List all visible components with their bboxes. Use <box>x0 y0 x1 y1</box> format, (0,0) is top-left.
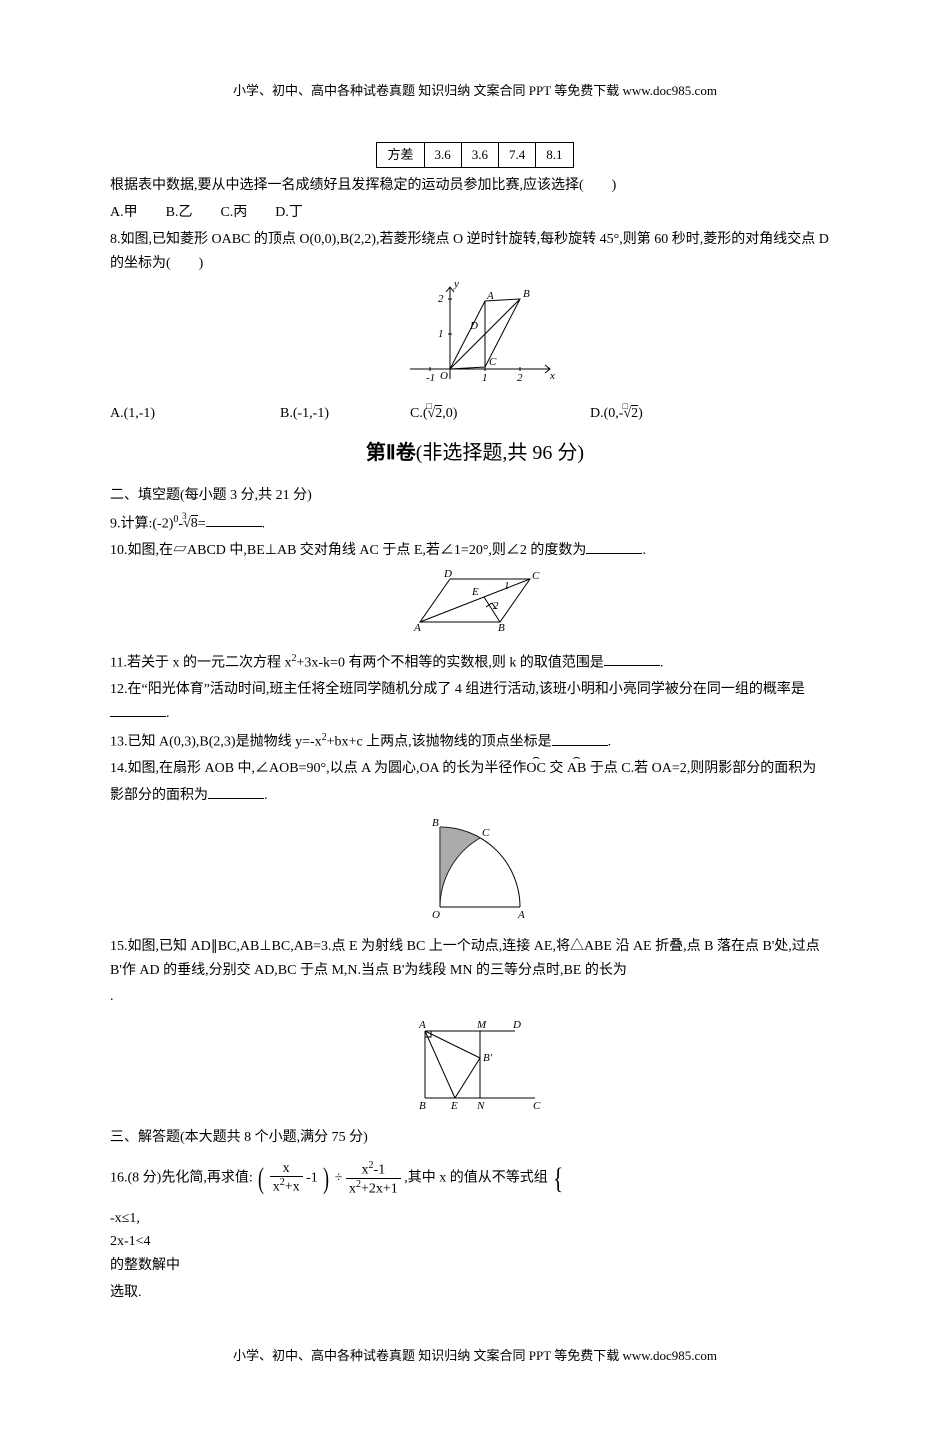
q10-figure: A B C D E 1 2 <box>110 567 840 646</box>
svg-text:2: 2 <box>493 600 499 612</box>
blank <box>208 784 264 799</box>
svg-text:B: B <box>498 622 505 634</box>
svg-text:D: D <box>512 1019 521 1031</box>
svg-text:2: 2 <box>438 293 444 305</box>
q11: 11.若关于 x 的一元二次方程 x2+3x-k=0 有两个不相等的实数根,则 … <box>110 650 840 675</box>
svg-text:2: 2 <box>517 372 523 384</box>
blank <box>110 702 166 717</box>
q14-cont: 影部分的面积为. <box>110 784 840 808</box>
svg-text:B': B' <box>483 1052 493 1064</box>
svg-text:B: B <box>432 817 439 829</box>
blank <box>552 731 608 746</box>
q8-opt-d: D.(0,-□√2) <box>590 402 643 426</box>
svg-text:A: A <box>418 1019 426 1031</box>
q15: 15.如图,已知 AD∥BC,AB⊥BC,AB=3.点 E 为射线 BC 上一个… <box>110 935 840 983</box>
svg-text:C: C <box>533 1100 541 1112</box>
svg-text:D: D <box>443 568 452 580</box>
q15-period: . <box>110 985 840 1009</box>
q13: 13.已知 A(0,3),B(2,3)是抛物线 y=-x2+bx+c 上两点,该… <box>110 729 840 754</box>
svg-text:D: D <box>469 320 478 332</box>
svg-text:B: B <box>419 1100 426 1112</box>
svg-text:M: M <box>476 1019 487 1031</box>
svg-text:A: A <box>486 290 494 302</box>
q10: 10.如图,在▱ABCD 中,BE⊥AB 交对角线 AC 于点 E,若∠1=20… <box>110 539 840 563</box>
q8-opt-b: B.(-1,-1) <box>280 402 410 426</box>
q8-text: 8.如图,已知菱形 OABC 的顶点 O(0,0),B(2,2),若菱形绕点 O… <box>110 228 840 276</box>
blank <box>604 651 660 666</box>
q12: 12.在“阳光体育”活动时间,班主任将全班同学随机分成了 4 组进行活动,该班小… <box>110 678 840 726</box>
q8-opt-c: C.(□√2,0) <box>410 402 590 426</box>
table-cell: 3.6 <box>424 143 461 168</box>
svg-text:C: C <box>532 570 540 582</box>
blank <box>206 512 262 527</box>
table-cell: 3.6 <box>461 143 498 168</box>
part2-title: 第Ⅱ卷(非选择题,共 96 分) <box>110 436 840 470</box>
q8-opt-a: A.(1,-1) <box>110 402 280 426</box>
page-header: 小学、初中、高中各种试卷真题 知识归纳 文案合同 PPT 等免费下载 www.d… <box>110 80 840 102</box>
svg-text:N: N <box>476 1100 485 1112</box>
q8-figure: y x O -1 1 2 1 2 A B C D <box>110 279 840 398</box>
blank <box>586 539 642 554</box>
svg-text:O: O <box>432 909 440 921</box>
svg-text:1: 1 <box>438 328 444 340</box>
q8-options: A.(1,-1) B.(-1,-1) C.(□√2,0) D.(0,-□√2) <box>110 402 840 426</box>
svg-text:O: O <box>440 370 448 382</box>
svg-text:A: A <box>413 622 421 634</box>
svg-text:1: 1 <box>504 580 510 592</box>
svg-text:y: y <box>453 279 459 290</box>
table-cell: 7.4 <box>499 143 536 168</box>
q9: 9.计算:(-2)0-3√8=. <box>110 511 840 536</box>
q16-end: 选取. <box>110 1281 840 1305</box>
svg-text:B: B <box>523 288 530 300</box>
q7-text: 根据表中数据,要从中选择一名成绩好且发挥稳定的运动员参加比赛,应该选择( ) <box>110 174 840 198</box>
svg-text:E: E <box>450 1100 458 1112</box>
variance-table: 方差 3.6 3.6 7.4 8.1 <box>376 142 573 168</box>
svg-text:-1: -1 <box>426 372 435 384</box>
q14: 14.如图,在扇形 AOB 中,∠AOB=90°,以点 A 为圆心,OA 的长为… <box>110 757 840 781</box>
svg-text:x: x <box>549 370 555 382</box>
q7-options: A.甲 B.乙 C.丙 D.丁 <box>110 201 840 225</box>
table-label: 方差 <box>377 143 424 168</box>
svg-text:A: A <box>517 909 525 921</box>
q16: 16.(8 分)先化简,再求值: ( x x2+x -1 ) ÷ x2-1 x2… <box>110 1153 840 1204</box>
q15-figure: A M D B E N C B' <box>110 1013 840 1122</box>
section-2-heading: 二、填空题(每小题 3 分,共 21 分) <box>110 484 840 508</box>
page-footer: 小学、初中、高中各种试卷真题 知识归纳 文案合同 PPT 等免费下载 www.d… <box>110 1345 840 1367</box>
svg-text:C: C <box>482 827 490 839</box>
svg-text:C: C <box>489 356 497 368</box>
section-3-heading: 三、解答题(本大题共 8 个小题,满分 75 分) <box>110 1126 840 1150</box>
svg-text:1: 1 <box>482 372 488 384</box>
table-cell: 8.1 <box>536 143 573 168</box>
q14-figure: O A B C <box>110 812 840 931</box>
svg-text:E: E <box>471 586 479 598</box>
